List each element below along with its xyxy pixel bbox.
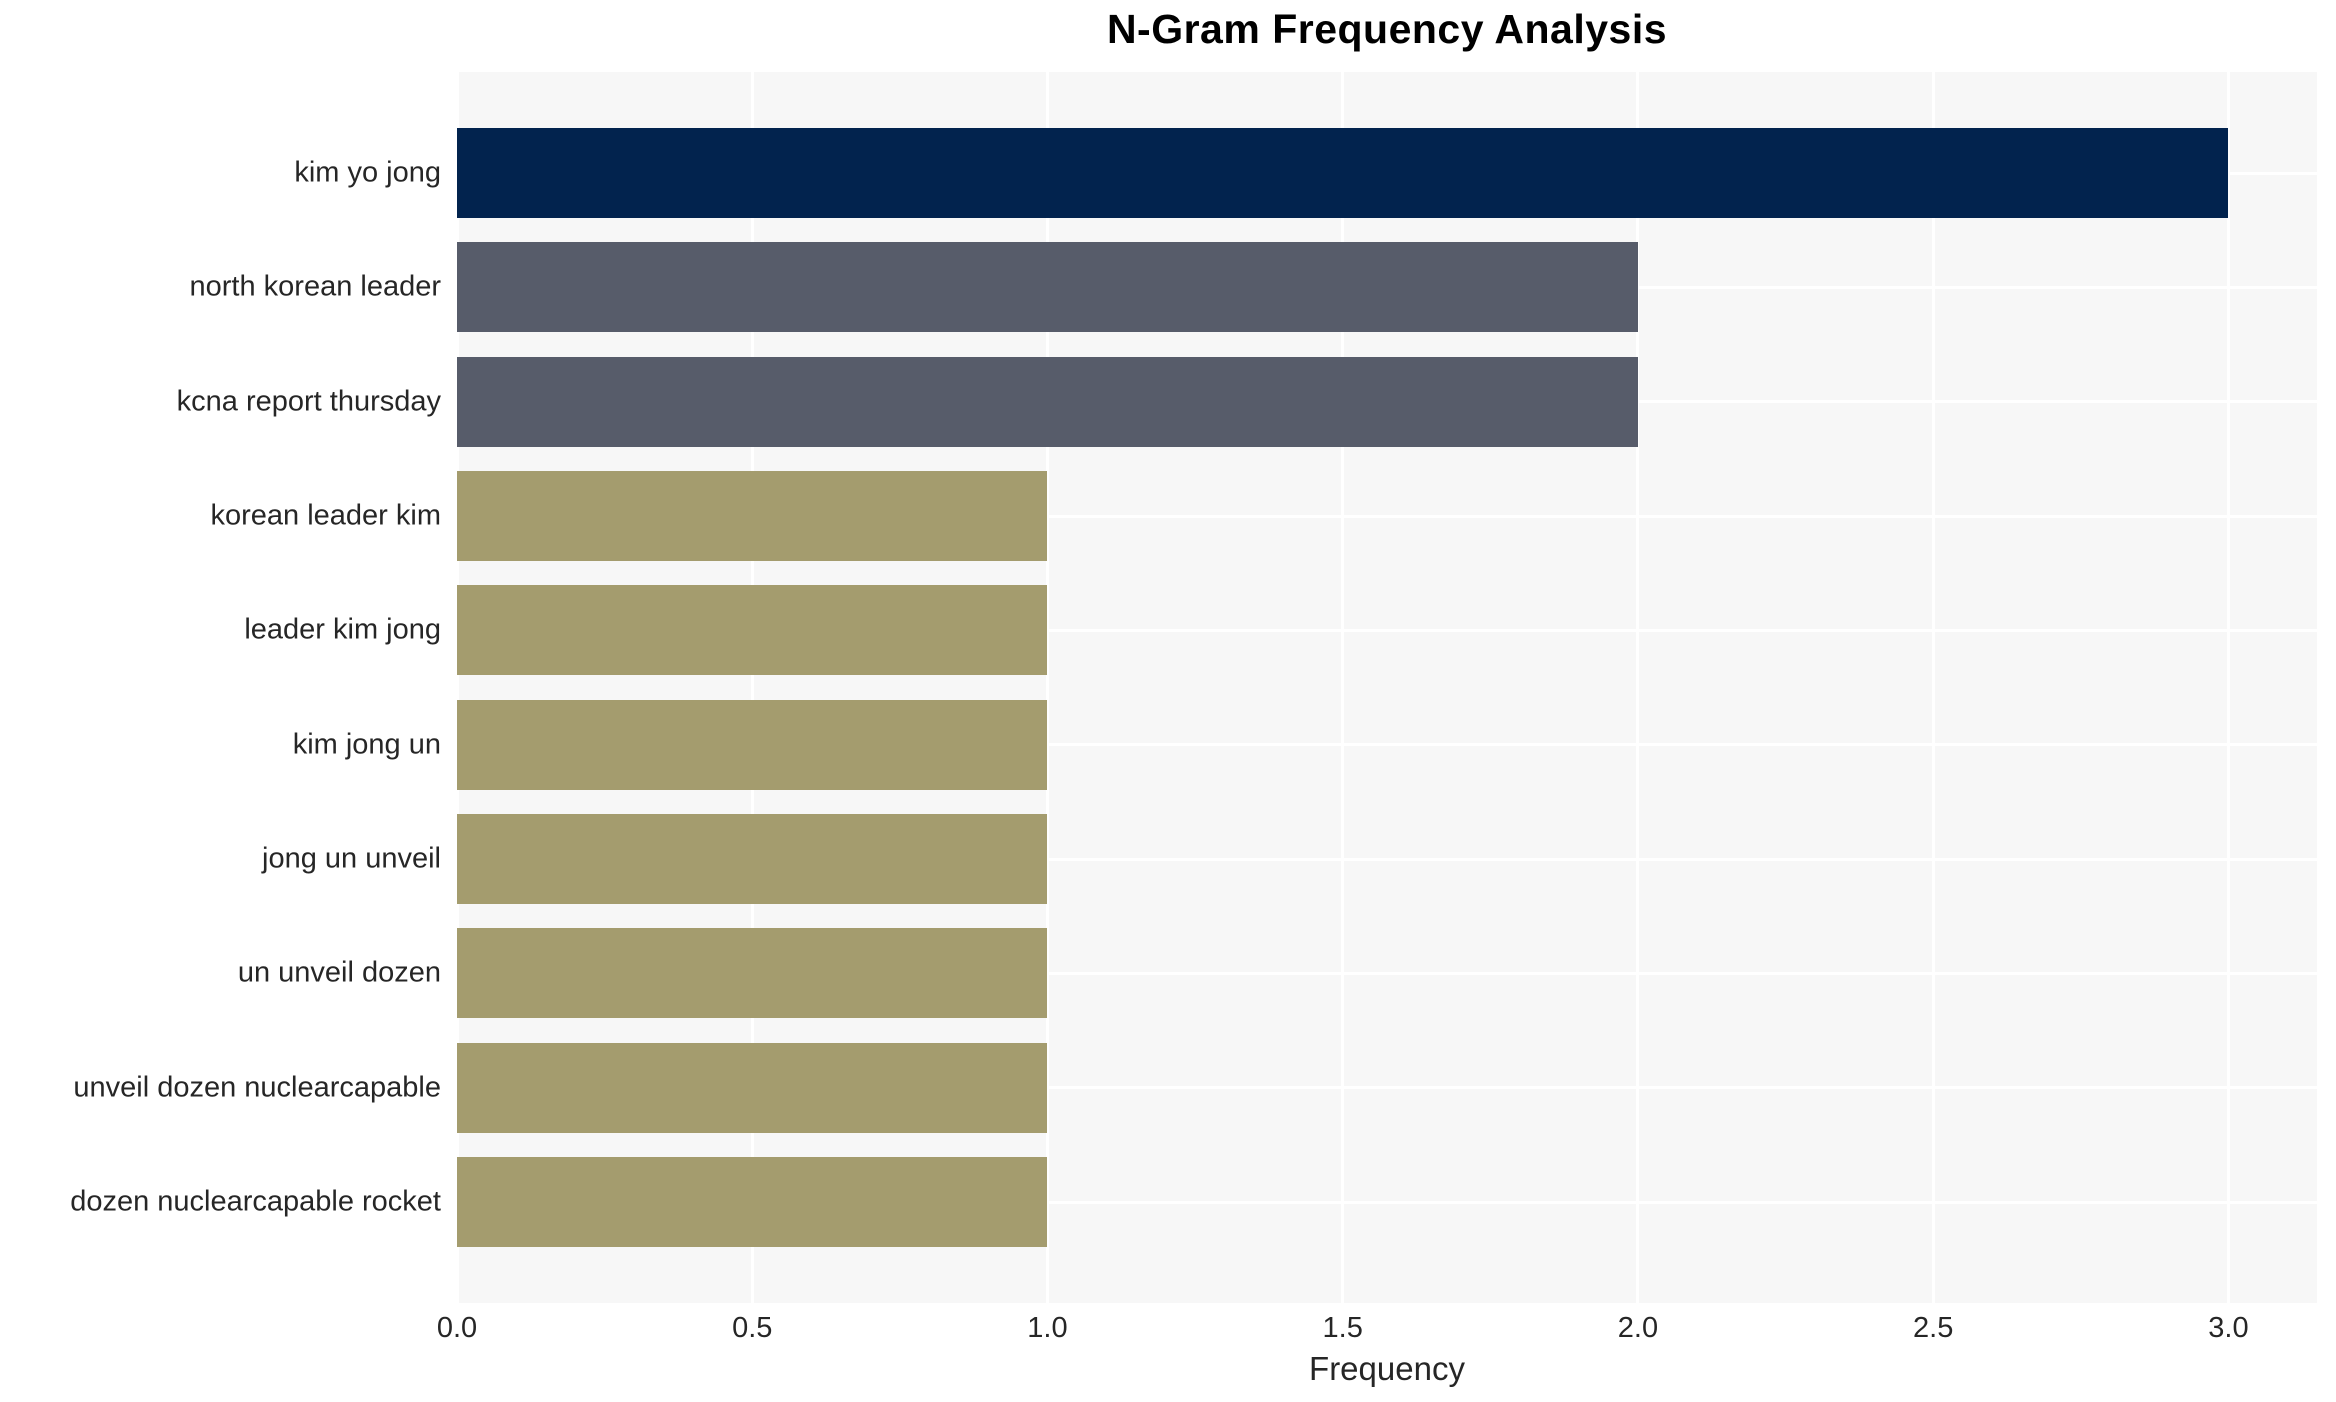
- bar: [457, 585, 1048, 676]
- y-tick-label: unveil dozen nuclearcapable: [73, 1071, 441, 1104]
- h-gridline: [457, 514, 2317, 518]
- h-gridline: [457, 628, 2317, 632]
- chart-title: N-Gram Frequency Analysis: [1106, 6, 1668, 52]
- y-tick-label: north korean leader: [189, 270, 442, 303]
- x-tick-label: 2.0: [1617, 1312, 1659, 1344]
- v-gridline: [455, 72, 459, 1303]
- y-tick-label: un unveil dozen: [237, 956, 441, 989]
- v-gridline: [1636, 72, 1640, 1303]
- x-axis-label: Frequency: [1309, 1350, 1465, 1387]
- bar: [457, 242, 1638, 333]
- v-gridline: [1045, 72, 1049, 1303]
- plot-area: [455, 72, 2317, 1303]
- x-tick-label: 3.0: [2208, 1312, 2249, 1344]
- x-tick-label: 1.0: [1027, 1312, 1068, 1344]
- x-tick-label: 0.5: [732, 1312, 773, 1344]
- bar: [457, 1042, 1048, 1133]
- y-tick-label: leader kim jong: [244, 613, 441, 646]
- y-tick-label: dozen nuclearcapable rocket: [70, 1185, 441, 1218]
- bar: [457, 471, 1048, 561]
- x-tick-label: 2.5: [1913, 1312, 1954, 1344]
- x-tick-label: 0.0: [436, 1312, 478, 1344]
- y-tick-label: korean leader kim: [210, 499, 442, 532]
- h-gridline: [457, 743, 2317, 747]
- h-gridline: [457, 1200, 2317, 1204]
- v-gridline: [2226, 72, 2230, 1303]
- x-tick-label: 1.5: [1322, 1312, 1363, 1344]
- bar: [457, 1157, 1048, 1247]
- h-gridline: [457, 1086, 2317, 1090]
- bar: [457, 814, 1048, 904]
- y-tick-label: kim jong un: [292, 728, 441, 761]
- bar: [457, 699, 1048, 790]
- y-tick-label: kcna report thursday: [176, 385, 441, 418]
- bar: [457, 928, 1048, 1019]
- v-gridline: [1931, 72, 1935, 1303]
- h-gridline: [457, 971, 2317, 975]
- bar: [457, 128, 2229, 218]
- bar: [457, 356, 1638, 447]
- y-tick-label: jong un unveil: [262, 842, 441, 875]
- h-gridline: [457, 857, 2317, 861]
- v-gridline: [750, 72, 754, 1303]
- y-tick-label: kim yo jong: [294, 156, 441, 189]
- v-gridline: [1341, 72, 1345, 1303]
